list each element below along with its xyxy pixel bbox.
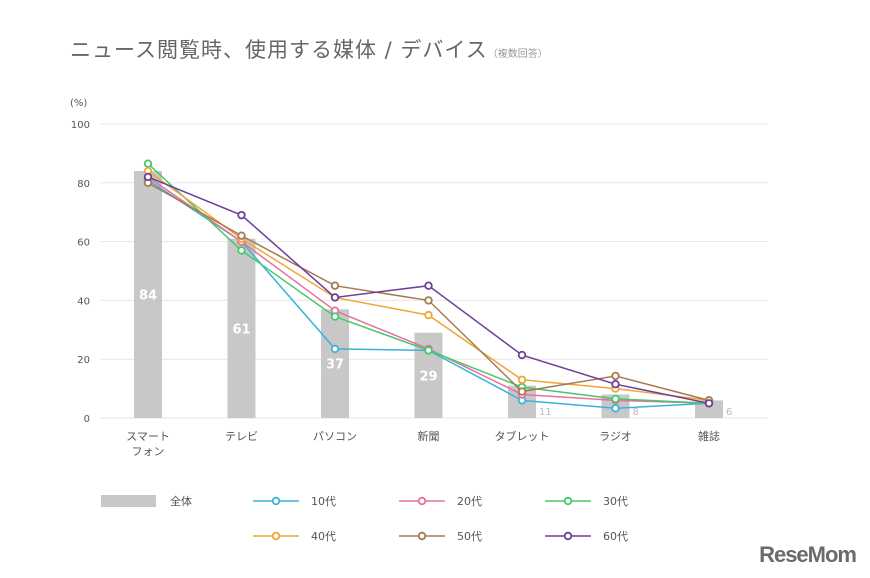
legend-item: 40代 — [253, 528, 336, 544]
y-axis-unit: (%) — [70, 98, 87, 109]
y-tick-label: 100 — [71, 120, 90, 131]
data-point — [330, 293, 340, 302]
data-point — [424, 296, 433, 305]
data-point — [237, 246, 246, 255]
title-text: ニュース閲覧時、使用する媒体 / デバイス — [70, 38, 488, 62]
legend-swatch — [101, 495, 156, 507]
y-tick-label: 60 — [77, 238, 90, 249]
legend-item: 60代 — [545, 528, 628, 544]
data-point — [611, 404, 620, 413]
data-point — [424, 310, 433, 320]
x-tick-label: タブレット — [495, 429, 550, 443]
data-point — [517, 375, 527, 384]
data-point — [330, 312, 340, 321]
data-point — [330, 281, 340, 290]
data-point — [330, 344, 340, 354]
bar — [134, 171, 162, 418]
bar-data-label: 29 — [419, 369, 437, 384]
legend-line-marker — [253, 496, 299, 506]
bar-data-label: 11 — [539, 407, 552, 418]
x-tick-label: ラジオ — [599, 430, 632, 443]
bar — [227, 238, 256, 418]
x-tick-label: テレビ — [225, 430, 258, 443]
bar-data-label: 84 — [139, 289, 157, 304]
y-tick-label: 0 — [84, 414, 90, 425]
bar — [695, 400, 723, 418]
bar-data-label: 61 — [232, 322, 250, 337]
subtitle: （複数回答） — [487, 49, 548, 60]
legend-line-marker — [399, 496, 445, 506]
legend-label: 10代 — [311, 495, 336, 508]
x-tick-label: スマート — [126, 430, 170, 443]
data-point — [143, 172, 153, 182]
bar — [321, 309, 349, 418]
data-point — [237, 210, 246, 220]
y-tick-label: 80 — [77, 179, 90, 190]
x-tick-label: パソコン — [313, 430, 357, 443]
x-tick-label: 雑誌 — [698, 429, 720, 443]
legend-line-marker — [545, 531, 591, 541]
legend-item: 10代 — [253, 493, 336, 509]
legend-item: 30代 — [545, 493, 628, 509]
legend-label: 40代 — [311, 530, 336, 543]
legend-line-marker — [399, 531, 445, 541]
x-tick-label: 新聞 — [418, 429, 440, 443]
legend-label: 全体 — [170, 495, 192, 508]
y-tick-label: 20 — [77, 355, 90, 366]
legend-item: 50代 — [399, 528, 482, 544]
chart-title: ニュース閲覧時、使用する媒体 / デバイス（複数回答） — [70, 34, 548, 64]
data-point — [611, 379, 620, 389]
legend-label: 30代 — [603, 495, 628, 508]
bar-data-label: 8 — [633, 407, 639, 418]
legend-label: 50代 — [457, 530, 482, 543]
legend-line-marker — [253, 531, 299, 541]
bar-data-label: 37 — [326, 358, 344, 373]
data-point — [611, 394, 620, 404]
data-point — [611, 371, 620, 381]
legend-label: 60代 — [603, 530, 628, 543]
data-point — [143, 159, 153, 168]
y-tick-label: 40 — [77, 296, 90, 307]
legend-item: 全体 — [101, 493, 192, 509]
x-tick-label: フォン — [132, 445, 165, 458]
legend-label: 20代 — [457, 495, 482, 508]
resemom-logo: ReseMom — [759, 542, 857, 567]
data-point — [424, 346, 433, 355]
legend-item: 20代 — [399, 493, 482, 509]
data-point — [517, 350, 527, 360]
data-point — [517, 387, 527, 396]
data-point — [704, 399, 714, 408]
data-point — [237, 231, 246, 240]
legend-line-marker — [545, 496, 591, 506]
data-point — [424, 281, 433, 290]
bar-data-label: 6 — [726, 407, 732, 418]
